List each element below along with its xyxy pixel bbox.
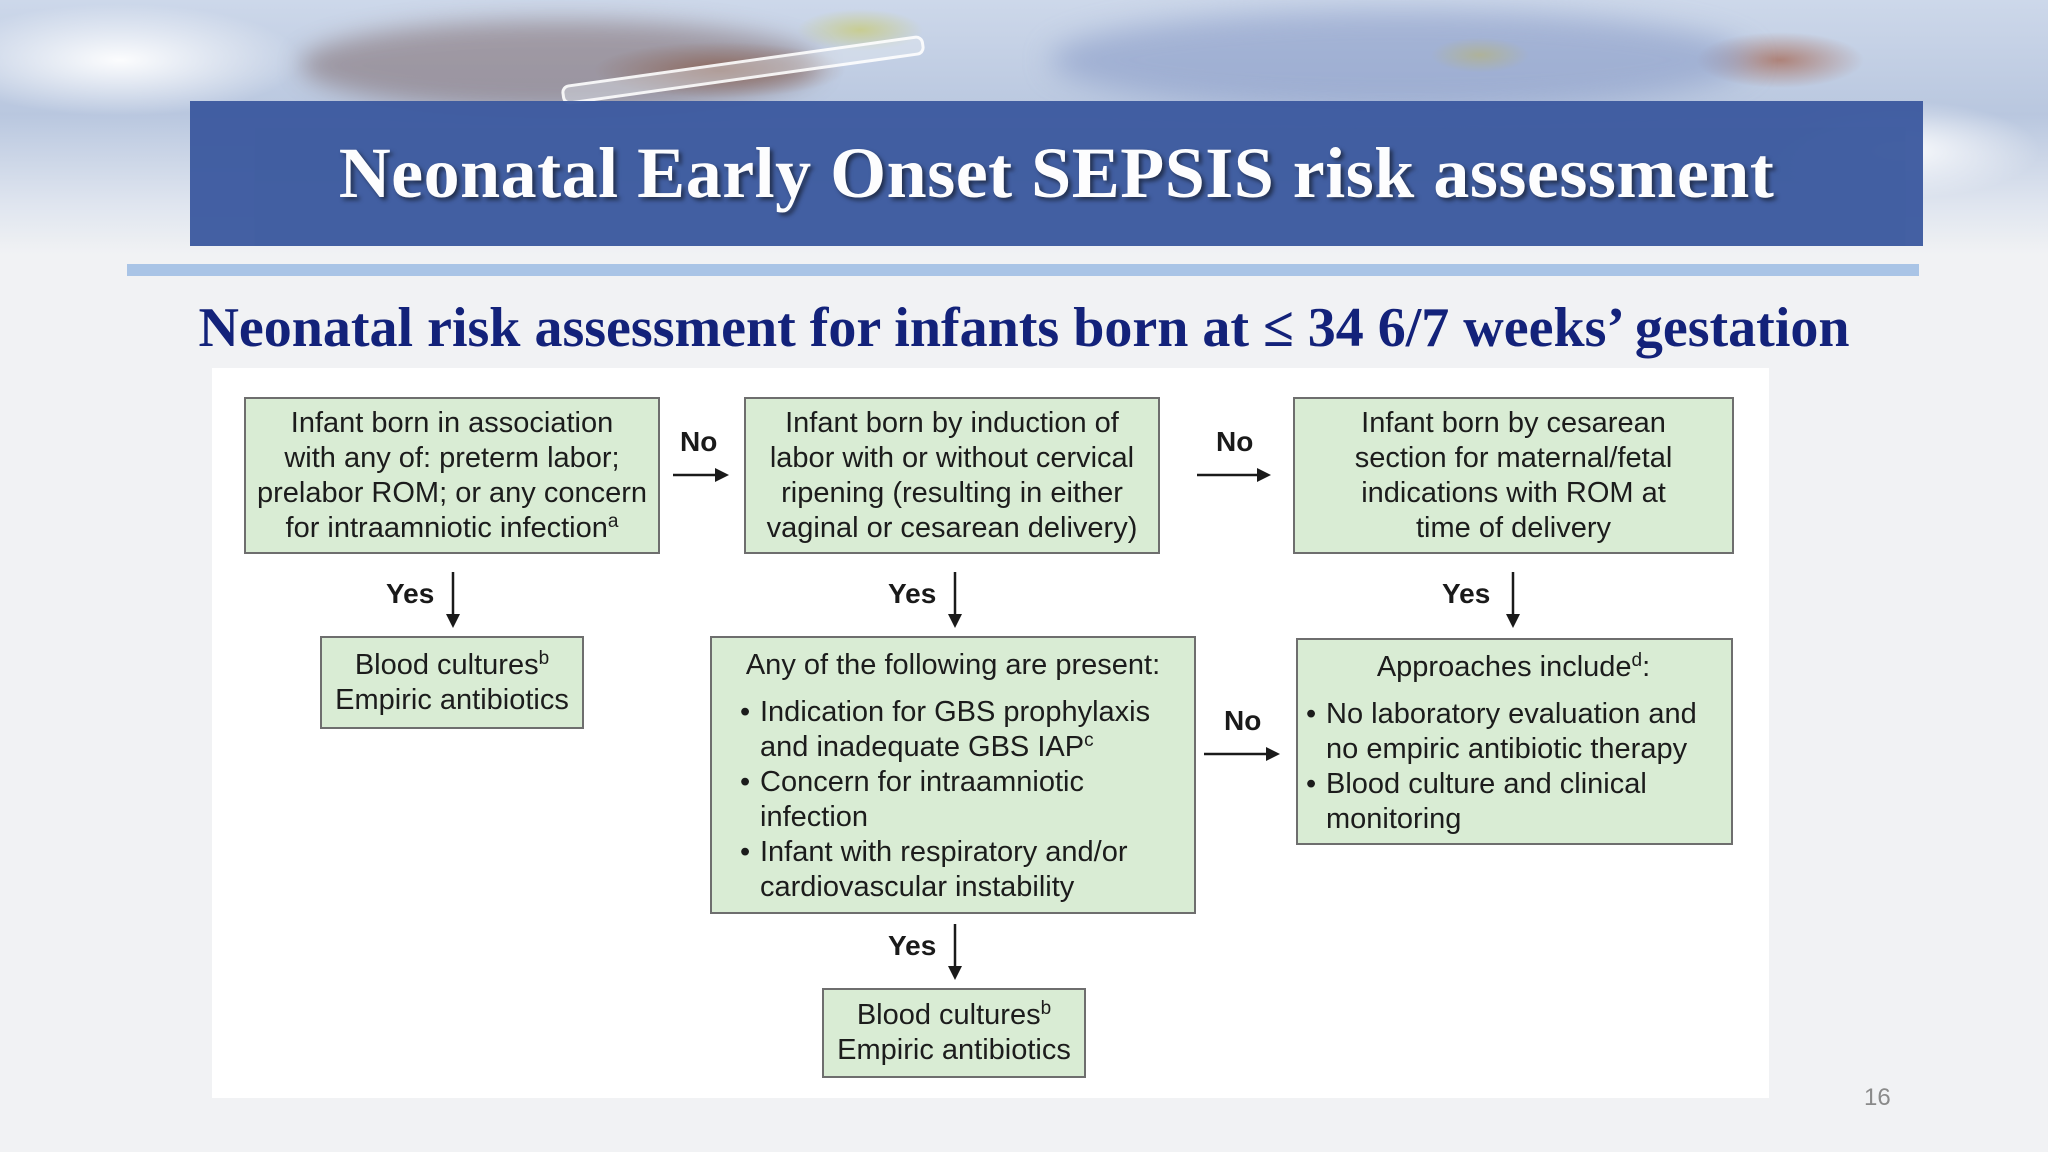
arrow-down-3	[1506, 572, 1520, 628]
slide-title: Neonatal Early Onset SEPSIS risk assessm…	[338, 133, 1775, 213]
label-yes-3: Yes	[1442, 578, 1491, 609]
cultures-bottom-line-1: Blood cultures	[856, 999, 1041, 1031]
label-no-3: No	[1224, 705, 1262, 736]
arrow-right-1	[673, 468, 729, 482]
approaches-list: No laboratory evaluation and no empiric …	[1306, 697, 1721, 837]
box-approaches: Approaches included: No laboratory evalu…	[1296, 638, 1733, 845]
cultures-left-line-2: Empiric antibiotics	[335, 683, 569, 716]
cultures-left-line-1: Blood cultures	[354, 648, 539, 681]
cultures-bottom-line-2: Empiric antibiotics	[837, 1034, 1071, 1066]
box-preterm-line-1: Infant born in association	[290, 406, 614, 439]
arrow-down-1	[446, 572, 460, 628]
criteria-item-gbs: Indication for GBS prophylaxis and inade…	[740, 695, 1182, 765]
box-cesarean-line-4: time of delivery	[1415, 511, 1611, 544]
box-induction-line-1: Infant born by induction of	[785, 406, 1119, 439]
box-cesarean-line-2: section for maternal/fetal	[1354, 441, 1673, 474]
footnote-c: c	[1084, 730, 1094, 751]
box-induction-line-3: ripening (resulting in either	[781, 476, 1123, 509]
label-no-1: No	[680, 426, 718, 457]
label-yes-1: Yes	[386, 578, 435, 609]
criteria-item-instability: Infant with respiratory and/or cardiovas…	[740, 835, 1182, 905]
slide-subtitle: Neonatal risk assessment for infants bor…	[198, 297, 1850, 359]
criteria-item-intraamniotic: Concern for intraamniotic infection	[740, 765, 1182, 835]
footnote-d: d	[1631, 650, 1643, 671]
box-cesarean-section: Infant born by cesarean section for mate…	[1293, 397, 1734, 554]
approaches-heading: Approaches include	[1376, 651, 1632, 683]
box-induction-line-4: vaginal or cesarean delivery)	[766, 511, 1138, 544]
box-preterm-line-4: for intraamniotic infection	[285, 511, 608, 544]
page-number: 16	[1864, 1084, 1891, 1111]
title-divider	[127, 264, 1919, 276]
arrow-right-3	[1204, 747, 1280, 761]
box-cesarean-line-3: indications with ROM at	[1361, 476, 1666, 509]
arrow-down-2	[948, 572, 962, 628]
box-induction-line-2: labor with or without cervical	[769, 441, 1135, 474]
label-yes-4: Yes	[888, 930, 937, 961]
approach-item-blood-culture: Blood culture and clinical monitoring	[1306, 767, 1721, 837]
footnote-a: a	[607, 510, 619, 532]
box-preterm-line-3: prelabor ROM; or any concern	[256, 476, 648, 509]
footnote-b-left: b	[538, 647, 550, 669]
title-band: Neonatal Early Onset SEPSIS risk assessm…	[190, 101, 1923, 246]
arrow-right-2	[1197, 468, 1271, 482]
criteria-list: Indication for GBS prophylaxis and inade…	[740, 695, 1182, 905]
footnote-b-bottom: b	[1040, 998, 1052, 1019]
label-no-2: No	[1216, 426, 1254, 457]
box-preterm-labor: Infant born in association with any of: …	[244, 397, 660, 554]
criteria-heading: Any of the following are present:	[745, 649, 1161, 681]
box-criteria-present: Any of the following are present: Indica…	[710, 636, 1196, 914]
box-blood-cultures-bottom: Blood culturesb Empiric antibiotics	[822, 988, 1086, 1078]
approach-item-no-evaluation: No laboratory evaluation and no empiric …	[1306, 697, 1721, 767]
box-blood-cultures-left: Blood culturesb Empiric antibiotics	[320, 636, 584, 729]
box-cesarean-line-1: Infant born by cesarean	[1361, 406, 1666, 439]
box-preterm-line-2: with any of: preterm labor;	[284, 441, 620, 474]
label-yes-2: Yes	[888, 578, 937, 609]
box-induction-of-labor: Infant born by induction of labor with o…	[744, 397, 1160, 554]
arrow-down-4	[948, 924, 962, 980]
